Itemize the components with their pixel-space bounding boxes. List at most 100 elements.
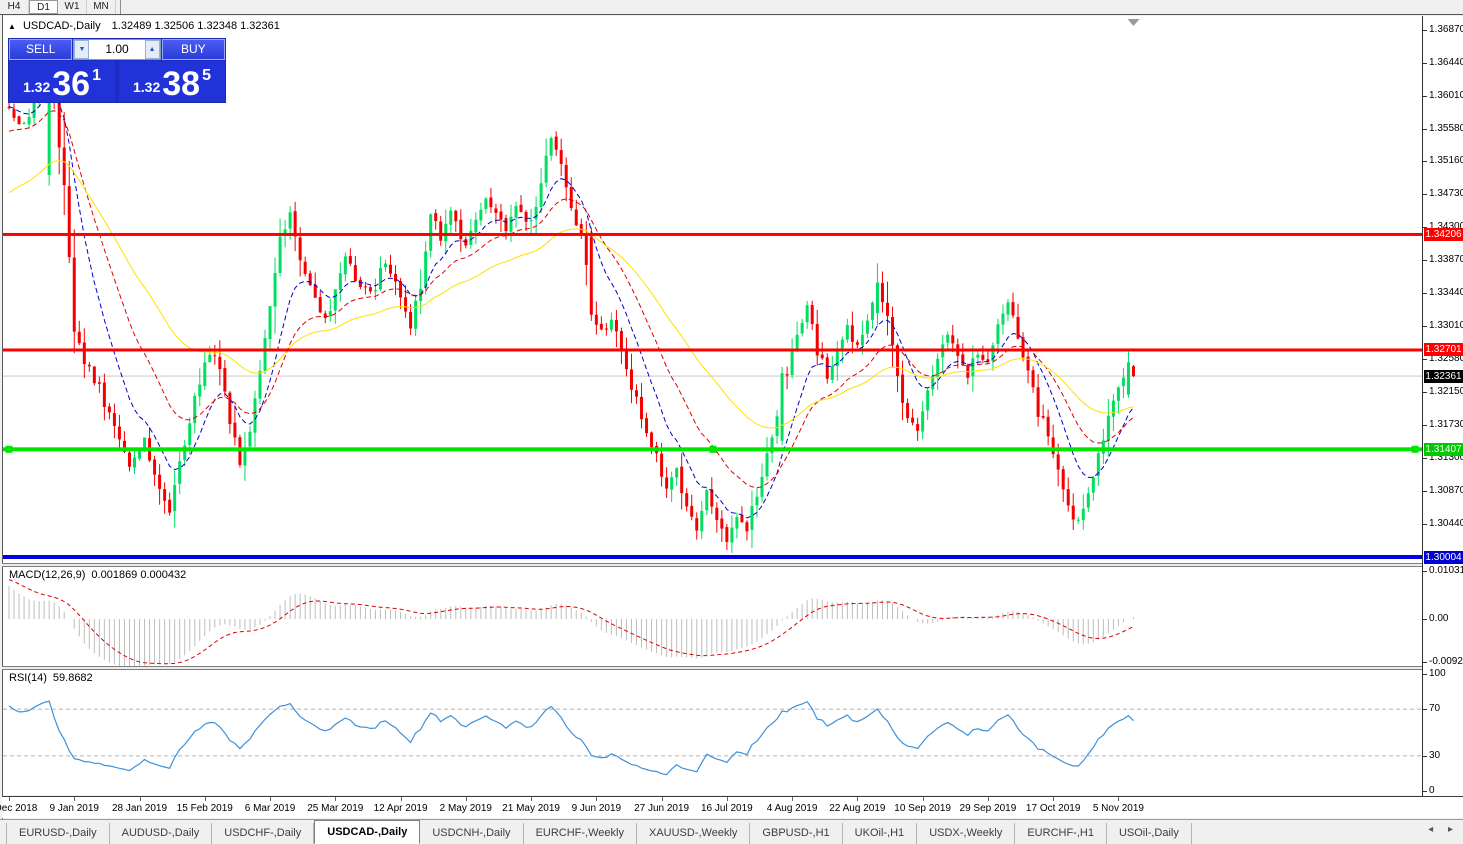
timeframe-toolbar: H4 D1 W1 MN: [0, 0, 1463, 15]
symbol-tab-usdx[interactable]: USDX-,Weekly: [917, 823, 1016, 844]
date-tick-label: 21 May 2019: [502, 803, 560, 814]
symbol-tab-gbpusd[interactable]: GBPUSD-,H1: [750, 823, 843, 844]
panel-divider[interactable]: [2, 666, 1463, 670]
price-tick-label: 1.36440: [1429, 56, 1463, 68]
symbol-tab-usoil[interactable]: USOil-,Daily: [1107, 823, 1192, 844]
chart-header: ▲ USDCAD-,Daily 1.32489 1.32506 1.32348 …: [8, 20, 280, 32]
price-line-badge: 1.34206: [1424, 227, 1463, 241]
price-panel[interactable]: [3, 16, 1422, 563]
tab-scroll-right-icon[interactable]: ▸: [1447, 824, 1453, 835]
date-tick-label: 6 Mar 2019: [244, 803, 296, 814]
buy-price-pipette: 5: [202, 67, 211, 84]
date-tick-mark: [726, 797, 728, 801]
macd-chart-canvas[interactable]: [3, 567, 1422, 669]
buy-price-display[interactable]: 1.32 38 5: [119, 61, 225, 102]
date-tick-label: 12 Apr 2019: [373, 803, 428, 814]
date-tick-label: 15 Feb 2019: [176, 803, 233, 814]
volume-increase-icon[interactable]: ▲: [144, 40, 160, 59]
macd-label: MACD(12,26,9) 0.001869 0.000432: [9, 569, 187, 581]
date-tick-mark: [400, 797, 402, 801]
symbol-tab-usdcad[interactable]: USDCAD-,Daily: [314, 820, 421, 844]
chart-shift-marker-icon: [1127, 19, 1140, 26]
symbol-tab-eurusd[interactable]: EURUSD-,Daily: [6, 823, 110, 844]
timeframe-button-h4[interactable]: H4: [0, 0, 29, 14]
volume-input[interactable]: 1.00: [105, 42, 129, 56]
date-tick-label: 22 Aug 2019: [829, 803, 886, 814]
price-tick-mark: [1423, 490, 1427, 492]
rsi-label: RSI(14) 59.8682: [9, 672, 93, 684]
price-line-badge: 1.31407: [1424, 442, 1463, 456]
volume-spinner: ▼ 1.00 ▲: [73, 39, 161, 60]
rsi-tick-label: 70: [1429, 703, 1441, 715]
tab-scroll-controls: ◂ ▸: [1416, 824, 1453, 835]
date-tick-label: 29 Sep 2019: [959, 803, 1017, 814]
sell-price-big-digits: 36: [52, 65, 91, 104]
rsi-tick-mark: [1423, 755, 1427, 757]
price-tick-mark: [1423, 161, 1427, 163]
macd-tick-mark: [1423, 619, 1427, 621]
sell-button[interactable]: SELL: [9, 39, 73, 60]
symbol-tab-ukoil[interactable]: UKOil-,H1: [843, 823, 918, 844]
date-tick-mark: [9, 797, 10, 801]
symbol-tab-bar: EURUSD-,Daily AUDUSD-,Daily USDCHF-,Daily U…: [0, 819, 1463, 844]
price-tick-mark: [1423, 523, 1427, 525]
price-chart-canvas[interactable]: [3, 16, 1422, 563]
price-tick-label: 1.36010: [1429, 89, 1463, 101]
date-tick-label: 17 Oct 2019: [1025, 803, 1081, 814]
date-tick-label: 25 Mar 2019: [307, 803, 364, 814]
symbol-tab-usdchf[interactable]: USDCHF-,Daily: [212, 823, 315, 844]
price-tick-mark: [1423, 260, 1427, 262]
symbol-period-label: USDCAD-,Daily: [22, 20, 101, 32]
price-tick-label: 1.30870: [1429, 484, 1463, 496]
tab-scroll-left-icon[interactable]: ◂: [1428, 824, 1434, 835]
buy-price-big-digits: 38: [162, 65, 201, 104]
date-tick-mark: [335, 797, 337, 801]
date-axis[interactable]: 21 Dec 2018 9 Jan 2019 28 Jan 2019 15 Feb 2…: [0, 796, 1463, 818]
rsi-tick-label: 100: [1429, 668, 1446, 679]
timeframe-button-mn[interactable]: MN: [87, 0, 116, 14]
symbol-tab-xauusd[interactable]: XAUUSD-,Weekly: [637, 823, 751, 844]
date-tick-mark: [661, 797, 663, 801]
volume-decrease-icon[interactable]: ▼: [74, 40, 90, 59]
price-tick-label: 1.32580: [1429, 353, 1463, 365]
sell-price-display[interactable]: 1.32 36 1: [9, 61, 115, 102]
price-tick-mark: [1423, 227, 1427, 229]
symbol-tab-eurchf[interactable]: EURCHF-,H1: [1015, 823, 1107, 844]
panel-divider[interactable]: [2, 563, 1463, 567]
date-tick-mark: [922, 797, 924, 801]
ohlc-values: 1.32489 1.32506 1.32348 1.32361: [111, 20, 280, 32]
collapse-arrow-icon[interactable]: ▲: [8, 22, 16, 31]
price-tick-mark: [1423, 424, 1427, 426]
price-tick-label: 1.33010: [1429, 320, 1463, 332]
one-click-trading-panel: SELL ▼ 1.00 ▲ BUY 1.32 36 1 1.32 38 5: [8, 38, 226, 103]
sell-price-prefix: 1.32: [23, 79, 51, 95]
macd-panel[interactable]: MACD(12,26,9) 0.001869 0.000432: [3, 567, 1422, 669]
price-tick-label: 1.34300: [1429, 221, 1463, 233]
price-line-badge: 1.30004: [1424, 550, 1463, 564]
buy-button[interactable]: BUY: [161, 39, 225, 60]
price-tick-mark: [1423, 359, 1427, 361]
date-tick-label: 21 Dec 2018: [0, 803, 38, 814]
symbol-tab-audusd[interactable]: AUDUSD-,Daily: [110, 823, 213, 844]
timeframe-button-d1[interactable]: D1: [29, 0, 58, 14]
price-tick-label: 1.33440: [1429, 287, 1463, 299]
rsi-chart-canvas[interactable]: [3, 670, 1422, 795]
price-tick-mark: [1423, 95, 1427, 97]
date-tick-mark: [74, 797, 76, 801]
price-tick-label: 1.31730: [1429, 418, 1463, 430]
date-tick-label: 9 Jun 2019: [571, 803, 622, 814]
date-tick-mark: [596, 797, 598, 801]
date-tick-mark: [465, 797, 467, 801]
rsi-panel[interactable]: RSI(14) 59.8682: [3, 670, 1422, 795]
symbol-tab-usdcnh[interactable]: USDCNH-,Daily: [420, 823, 524, 844]
macd-tick-mark: [1423, 571, 1427, 572]
timeframe-button-w1[interactable]: W1: [58, 0, 87, 14]
date-tick-label: 16 Jul 2019: [701, 803, 753, 814]
sell-price-pipette: 1: [92, 67, 101, 84]
price-axis[interactable]: 1.36870 1.36440 1.36010 1.35580 1.35160 1.347…: [1423, 16, 1463, 796]
symbol-tab-eurchf[interactable]: EURCHF-,Weekly: [524, 823, 637, 844]
date-tick-label: 10 Sep 2019: [894, 803, 951, 814]
price-tick-label: 1.35580: [1429, 122, 1463, 134]
date-tick-mark: [857, 797, 859, 801]
rsi-tick-mark: [1423, 709, 1427, 711]
